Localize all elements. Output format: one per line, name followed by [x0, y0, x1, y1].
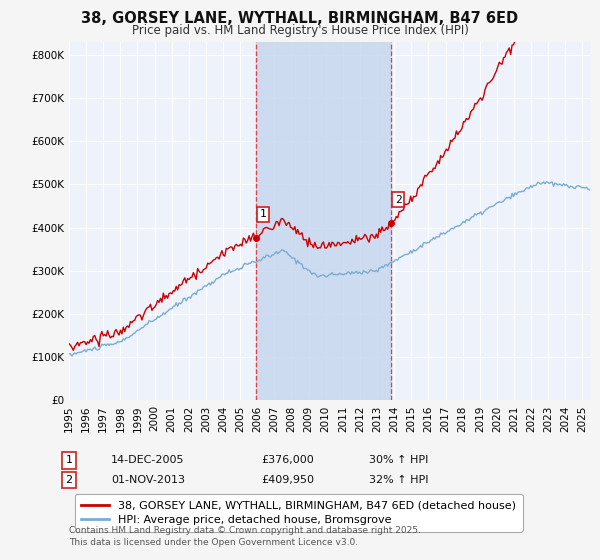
Text: 2: 2	[395, 195, 401, 204]
Text: 01-NOV-2013: 01-NOV-2013	[111, 475, 185, 485]
Text: 38, GORSEY LANE, WYTHALL, BIRMINGHAM, B47 6ED: 38, GORSEY LANE, WYTHALL, BIRMINGHAM, B4…	[82, 11, 518, 26]
Text: 1: 1	[65, 455, 73, 465]
Text: 2: 2	[65, 475, 73, 485]
Text: £409,950: £409,950	[261, 475, 314, 485]
Text: £376,000: £376,000	[261, 455, 314, 465]
Text: Contains HM Land Registry data © Crown copyright and database right 2025.
This d: Contains HM Land Registry data © Crown c…	[69, 526, 421, 547]
Text: 1: 1	[260, 209, 266, 220]
Text: 30% ↑ HPI: 30% ↑ HPI	[369, 455, 428, 465]
Legend: 38, GORSEY LANE, WYTHALL, BIRMINGHAM, B47 6ED (detached house), HPI: Average pri: 38, GORSEY LANE, WYTHALL, BIRMINGHAM, B4…	[74, 494, 523, 531]
Text: 14-DEC-2005: 14-DEC-2005	[111, 455, 185, 465]
Text: Price paid vs. HM Land Registry's House Price Index (HPI): Price paid vs. HM Land Registry's House …	[131, 24, 469, 36]
Bar	[256, 42, 391, 400]
Text: 32% ↑ HPI: 32% ↑ HPI	[369, 475, 428, 485]
